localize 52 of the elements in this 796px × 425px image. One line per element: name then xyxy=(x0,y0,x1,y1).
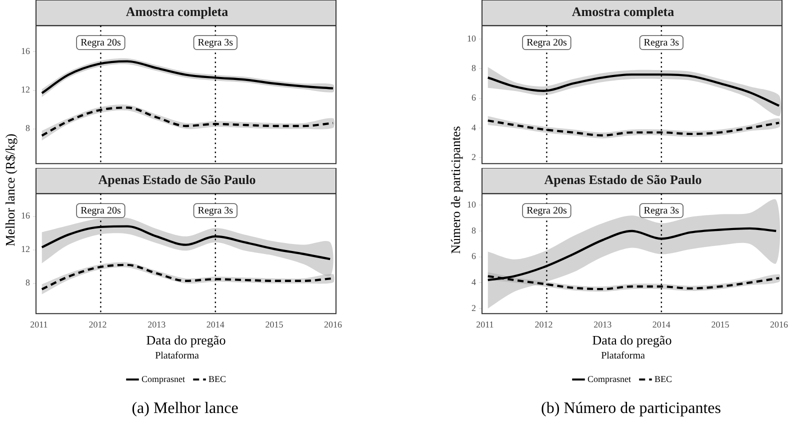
ref-line-label: Regra 20s xyxy=(80,206,121,217)
x-tick-label: 2011 xyxy=(30,319,48,330)
ref-line-label: Regra 3s xyxy=(198,206,234,217)
ref-line-label: Regra 20s xyxy=(80,38,121,49)
y-tick-label: 6 xyxy=(472,251,476,262)
y-tick-label: 16 xyxy=(21,210,30,221)
text: (b) Número de participantes xyxy=(540,400,722,418)
ref-line-label: Regra 3s xyxy=(644,206,680,217)
y-tick-label: 12 xyxy=(21,84,30,95)
y-tick-label: 10 xyxy=(467,33,476,44)
ref-line-label: Regra 3s xyxy=(198,38,234,49)
ref-line-label: Regra 20s xyxy=(526,206,567,217)
x-tick-label: 2011 xyxy=(476,319,494,330)
x-tick-label: 2014 xyxy=(206,319,225,330)
legend-label: BEC xyxy=(654,374,672,384)
x-tick-label: 2016 xyxy=(770,319,789,330)
x-tick-label: 2012 xyxy=(88,319,107,330)
y-axis-title: Melhor lance (R$/kg) xyxy=(2,134,18,246)
text: (a) Melhor lance xyxy=(130,400,240,418)
chart-title: Apenas Estado de São Paulo xyxy=(544,172,702,188)
y-tick-label: 8 xyxy=(26,123,30,134)
y-tick-label: 6 xyxy=(472,92,476,103)
x-tick-label: 2013 xyxy=(594,319,612,330)
x-axis-title: Data do pregão xyxy=(592,332,672,348)
x-tick-label: 2015 xyxy=(265,319,284,330)
legend-title: Plataforma xyxy=(155,350,200,362)
x-tick-label: 2014 xyxy=(652,319,671,330)
y-axis-title: Número de participantes xyxy=(448,126,464,254)
y-tick-label: 8 xyxy=(472,62,476,73)
y-tick-label: 16 xyxy=(21,46,30,56)
x-axis-title: Data do pregão xyxy=(146,332,226,348)
x-tick-label: 2015 xyxy=(711,319,730,330)
legend-title: Plataforma xyxy=(601,350,646,362)
y-tick-label: 4 xyxy=(472,122,476,132)
y-tick-label: 8 xyxy=(26,278,30,288)
x-tick-label: 2013 xyxy=(148,319,166,330)
y-tick-label: 10 xyxy=(467,200,476,210)
ref-line-label: Regra 3s xyxy=(644,38,680,49)
y-tick-label: 2 xyxy=(472,302,476,313)
legend-label: Comprasnet xyxy=(142,374,186,384)
chart-title: Amostra completa xyxy=(126,4,229,20)
y-tick-label: 4 xyxy=(472,276,476,287)
chart-title: Apenas Estado de São Paulo xyxy=(98,172,256,188)
chart-title: Amostra completa xyxy=(572,4,675,20)
y-tick-label: 8 xyxy=(472,225,476,236)
y-tick-label: 2 xyxy=(472,152,476,162)
x-tick-label: 2012 xyxy=(534,319,553,330)
x-tick-label: 2016 xyxy=(324,319,343,330)
ref-line-label: Regra 20s xyxy=(526,38,567,49)
legend-label: BEC xyxy=(208,374,226,384)
legend-label: Comprasnet xyxy=(588,374,632,384)
y-tick-label: 12 xyxy=(21,244,30,254)
